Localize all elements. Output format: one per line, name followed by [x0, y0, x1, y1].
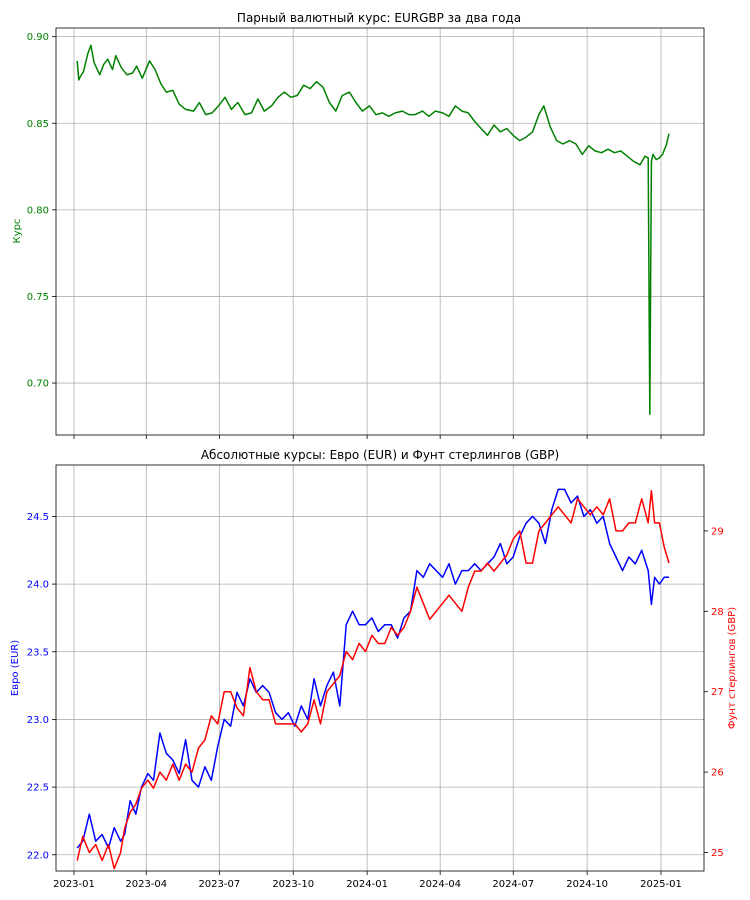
chart2-y-tick-label-right: 26 — [711, 768, 724, 779]
chart2-x-tick-label: 2024-07 — [492, 879, 534, 890]
chart2-y-tick-label-right: 25 — [711, 848, 724, 859]
chart2-y-tick-label-right: 28 — [711, 607, 724, 618]
chart2-y-tick-label-right: 29 — [711, 526, 724, 537]
chart2-gbp-line-layer — [76, 489, 670, 870]
chart2-x-tick-label: 2024-10 — [566, 879, 608, 890]
chart1-y-axis: 0.70 0.75 0.80 0.85 0.90 — [27, 32, 56, 390]
chart2-x-tick-label: 2023-07 — [198, 879, 240, 890]
eurgbp-chart: Парный валютный курс: EURGBP за два года… — [12, 11, 705, 439]
gbp-series-line — [76, 489, 670, 870]
chart1-y-tick-label: 0.70 — [27, 379, 49, 390]
chart2-y-tick-label-left: 24.0 — [27, 580, 49, 591]
chart1-grid — [56, 28, 704, 435]
chart2-y-tick-label-left: 23.5 — [27, 647, 49, 658]
chart1-line-layer — [76, 44, 670, 415]
absolute-rates-chart: Абсолютные курсы: Евро (EUR) и Фунт стер… — [10, 448, 738, 890]
chart2-y-axis-left: 22.0 22.5 23.0 23.5 24.0 24.5 — [27, 512, 56, 861]
chart2-y-axis-right: 25 26 27 28 29 — [704, 526, 724, 859]
chart1-y-tick-label: 0.85 — [27, 119, 49, 130]
chart2-frame — [55, 464, 705, 872]
chart1-y-tick-label: 0.90 — [27, 32, 49, 43]
chart1-title: Парный валютный курс: EURGBP за два года — [237, 11, 521, 25]
chart2-x-tick-label: 2023-10 — [272, 879, 314, 890]
chart1-y-tick-label: 0.75 — [27, 292, 49, 303]
chart2-y-label-left: Евро (EUR) — [10, 640, 21, 696]
chart1-y-tick-label: 0.80 — [27, 205, 49, 216]
chart2-x-tick-label: 2023-01 — [53, 879, 95, 890]
chart2-y-tick-label-left: 22.5 — [27, 783, 49, 794]
chart2-y-tick-label-left: 22.0 — [27, 850, 49, 861]
chart2-title: Абсолютные курсы: Евро (EUR) и Фунт стер… — [201, 448, 559, 462]
chart2-x-tick-label: 2024-04 — [419, 879, 461, 890]
chart1-x-axis — [73, 435, 662, 439]
chart2-x-tick-label: 2024-01 — [346, 879, 388, 890]
chart2-y-tick-label-left: 23.0 — [27, 715, 49, 726]
chart2-grid — [56, 465, 704, 871]
chart1-y-label: Курс — [12, 219, 23, 244]
eurgbp-series-line — [76, 44, 670, 415]
chart2-x-tick-label: 2025-01 — [640, 879, 682, 890]
chart2-y-tick-label-right: 27 — [711, 687, 724, 698]
chart1-frame — [55, 27, 705, 436]
chart2-x-axis: 2023-01 2023-04 2023-07 2023-10 2024-01 2024-… — [53, 871, 682, 890]
chart2-y-label-right: Фунт стерлингов (GBP) — [727, 607, 738, 729]
chart2-x-tick-label: 2023-04 — [125, 879, 167, 890]
chart2-y-tick-label-left: 24.5 — [27, 512, 49, 523]
